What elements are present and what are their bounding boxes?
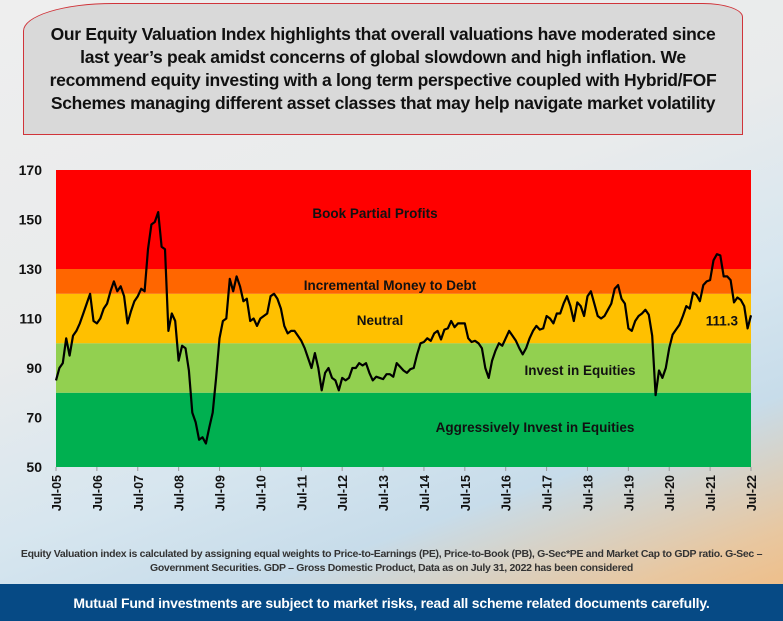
x-tick-label: Jul-18 [581,475,595,511]
headline-callout: Our Equity Valuation Index highlights th… [23,3,743,135]
x-tick-label: Jul-09 [214,475,228,511]
x-tick-label: Jul-14 [418,475,432,511]
valuation-index-line [54,211,753,445]
disclaimer-bar: Mutual Fund investments are subject to m… [0,584,783,621]
band-2 [56,293,751,344]
x-tick-label: Jul-20 [663,475,677,511]
x-tick-label: Jul-13 [377,475,391,511]
band-label: Neutral [357,313,404,328]
x-tick-label: Jul-07 [132,475,146,511]
y-tick-label: 90 [26,360,42,376]
disclaimer-text: Mutual Fund investments are subject to m… [73,594,710,611]
x-tick-label: Jul-06 [91,475,105,511]
band-label: Invest in Equities [524,363,635,378]
equity-valuation-chart: Aggressively Invest in Equities Invest in… [19,162,759,511]
x-tick-label: Jul-15 [459,475,473,511]
x-tick-label: Jul-21 [704,475,718,511]
y-tick-label: 110 [19,311,42,327]
x-tick-label: Jul-19 [622,475,636,511]
y-tick-label: 130 [19,261,43,277]
band-label: Incremental Money to Debt [304,278,477,293]
x-tick-label: Jul-05 [50,475,64,511]
y-tick-label: 150 [19,212,43,228]
last-value-label: 111.3 [706,313,739,328]
band-1 [56,343,751,393]
band-label: Aggressively Invest in Equities [436,420,635,435]
y-tick-label: 50 [26,459,42,475]
band-label: Book Partial Profits [312,206,437,221]
y-tick-label: 170 [19,162,43,178]
x-tick-label: Jul-17 [541,475,555,511]
x-tick-label: Jul-11 [295,475,309,510]
x-tick-label: Jul-12 [336,475,350,511]
y-tick-label: 70 [26,410,42,426]
headline-text: Our Equity Valuation Index highlights th… [49,24,717,113]
band-3 [56,269,751,294]
band-0 [56,392,751,467]
band-4 [56,170,751,269]
x-tick-label: Jul-16 [500,475,514,511]
x-tick-label: Jul-08 [173,475,187,511]
x-tick-label: Jul-22 [745,475,759,511]
footnote: Equity Valuation index is calculated by … [20,548,763,574]
x-tick-label: Jul-10 [254,475,268,511]
